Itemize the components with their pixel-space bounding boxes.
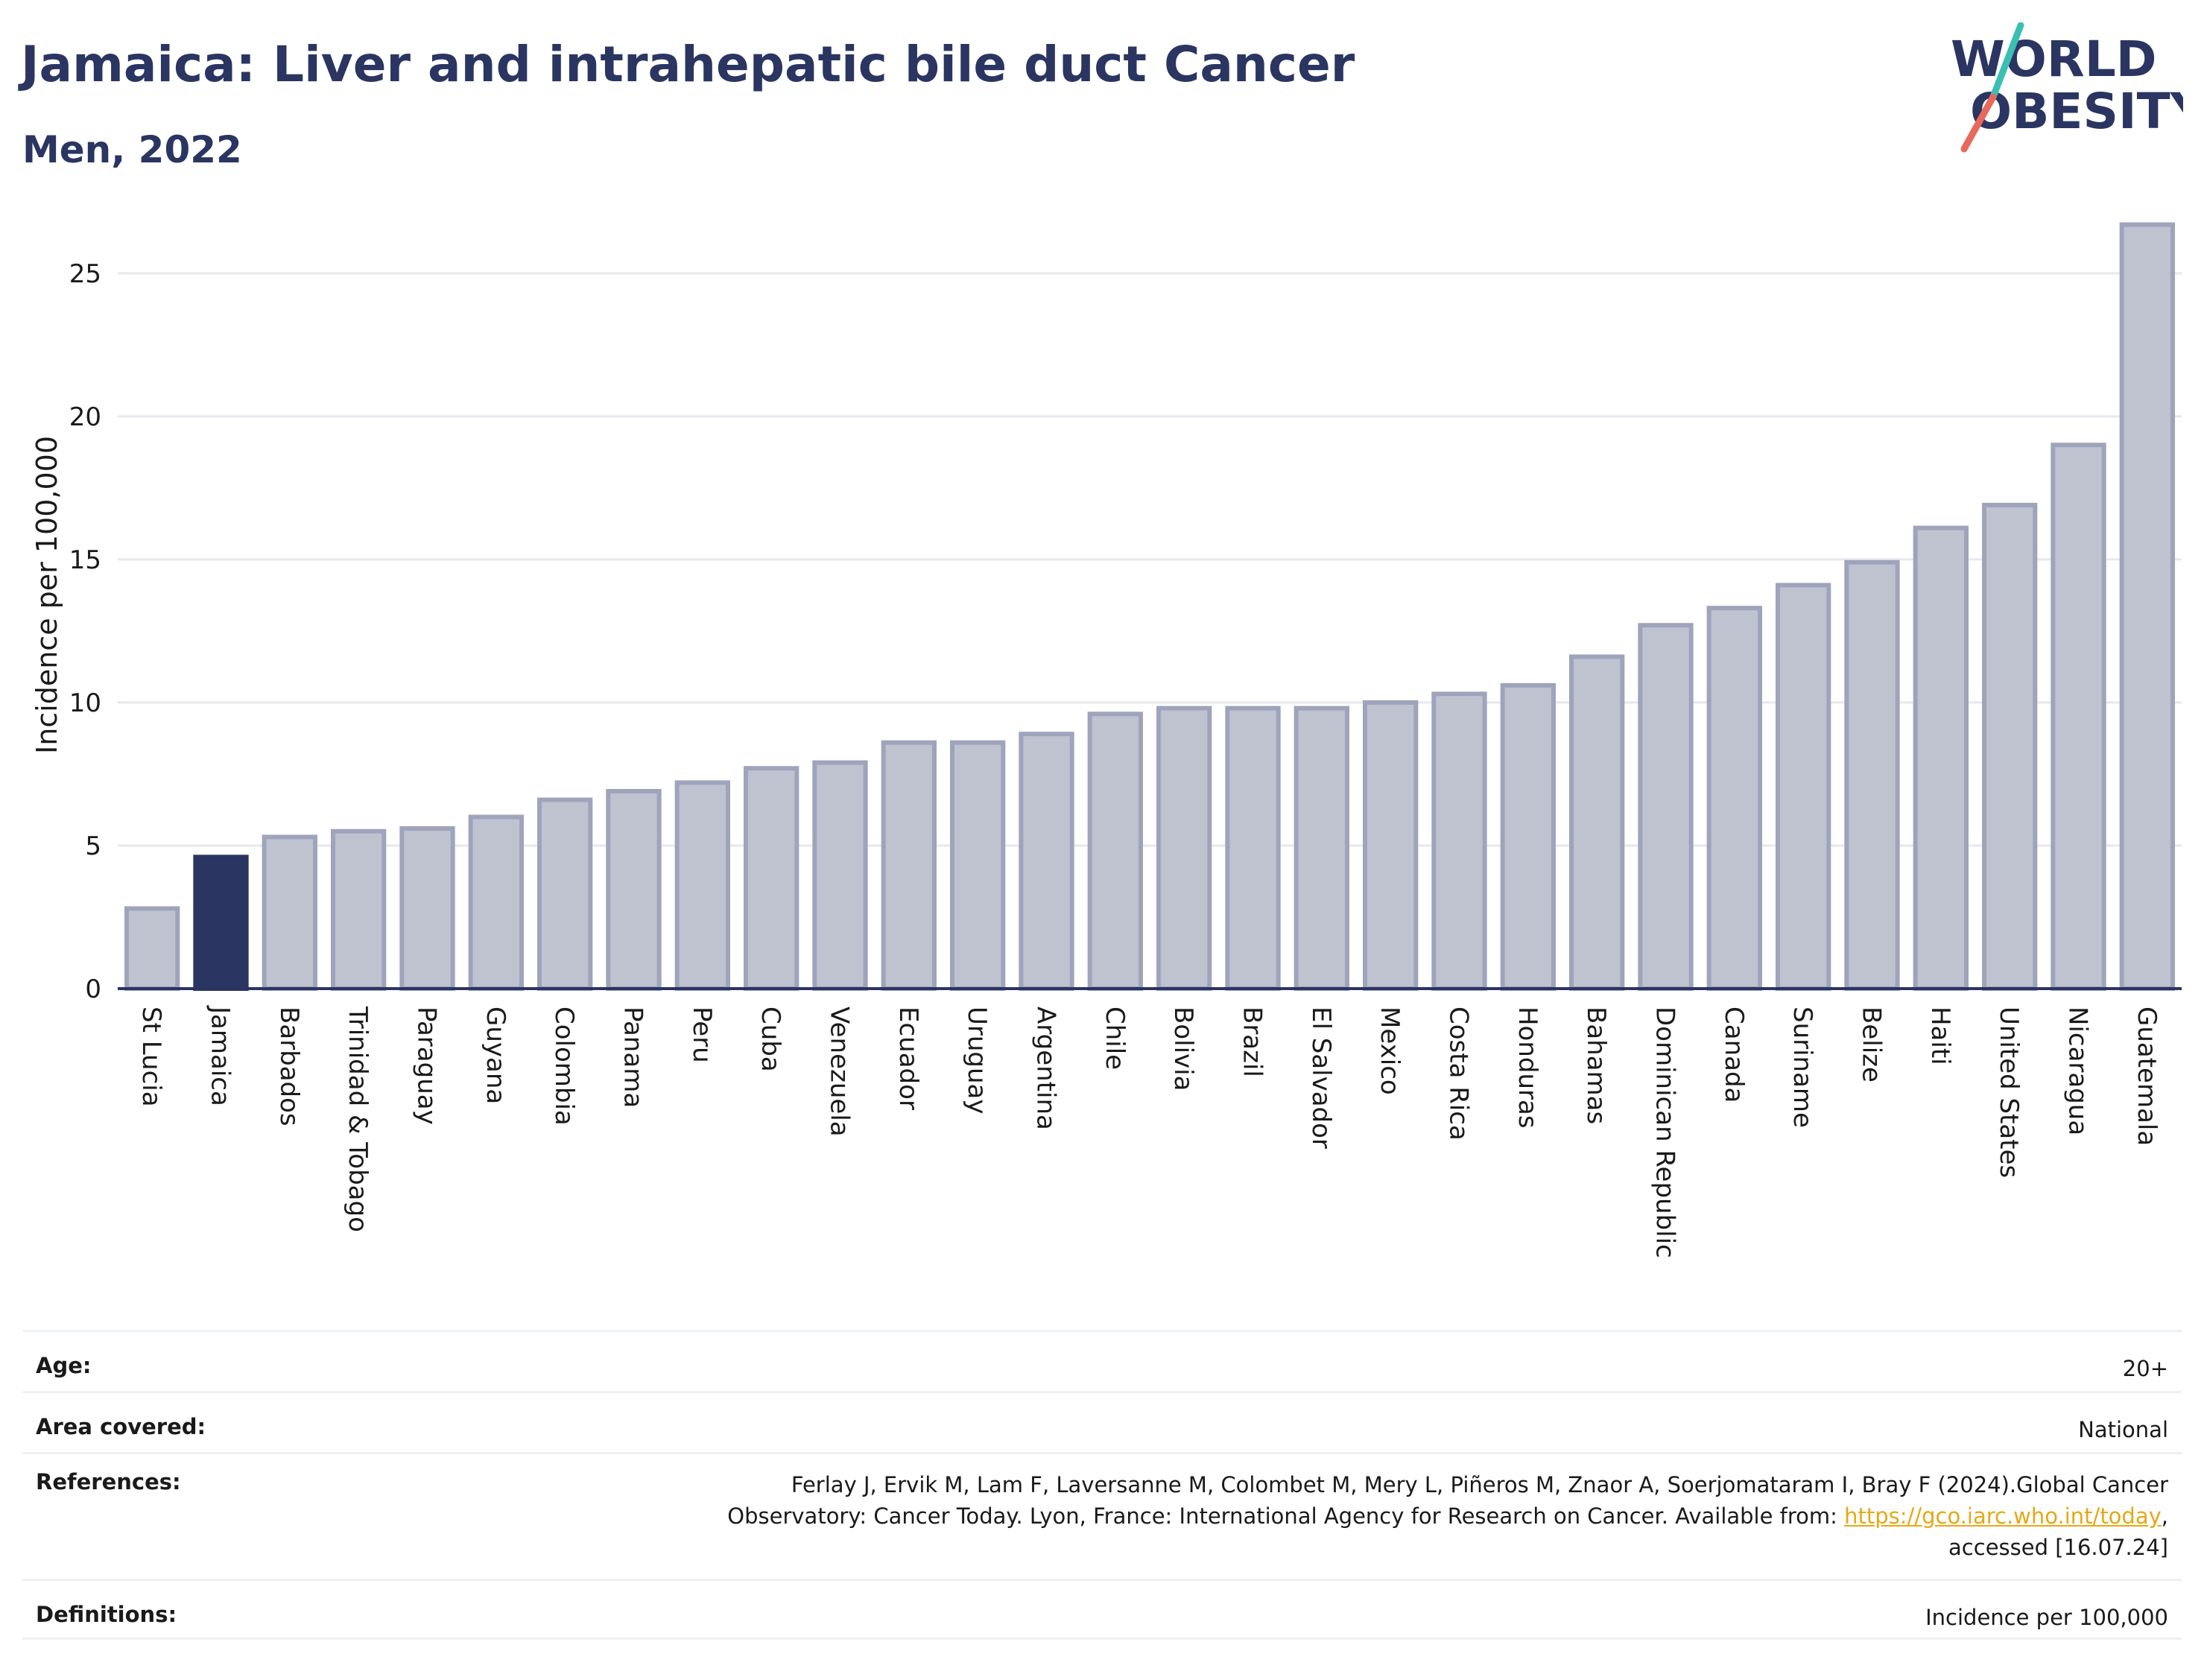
bar-nicaragua[interactable] xyxy=(2051,443,2106,991)
y-tick-label: 25 xyxy=(69,259,101,289)
area-label: Area covered: xyxy=(36,1414,206,1439)
bar-chile[interactable] xyxy=(1087,711,1143,991)
info-row-age: Age: 20+ xyxy=(22,1330,2182,1391)
x-tick-label: Suriname xyxy=(1787,1007,1817,1128)
bar-dominican-republic[interactable] xyxy=(1638,623,1694,992)
y-tick-label: 0 xyxy=(85,974,101,1004)
references-line-1: Ferlay J, Ervik M, Lam F, Laversanne M, … xyxy=(791,1472,2168,1497)
x-tick-label: Colombia xyxy=(549,1007,579,1126)
x-tick-label: Peru xyxy=(687,1007,717,1063)
y-axis-title: Incidence per 100,000 xyxy=(31,436,63,754)
bar-jamaica[interactable] xyxy=(193,855,249,991)
references-line-2-suffix: , xyxy=(2161,1503,2168,1529)
x-tick-label: Chile xyxy=(1100,1007,1130,1070)
bar-uruguay[interactable] xyxy=(950,740,1006,991)
x-tick-label: Nicaragua xyxy=(2063,1007,2093,1135)
references-label: References: xyxy=(36,1469,181,1494)
x-tick-label: Cuba xyxy=(756,1007,785,1072)
info-table: Age: 20+ Area covered: National Referenc… xyxy=(22,1330,2182,1640)
references-value: Ferlay J, Ervik M, Lam F, Laversanne M, … xyxy=(727,1469,2168,1563)
tick-labels: 0 5 10 15 20 25 St Lucia Jamaica Barbados Trinida… xyxy=(31,259,2162,1258)
bar-st-lucia[interactable] xyxy=(124,906,180,991)
x-tick-label: Honduras xyxy=(1513,1007,1542,1129)
x-tick-label: Canada xyxy=(1719,1007,1749,1103)
x-tick-label: United States xyxy=(1994,1007,2024,1178)
x-tick-label: Barbados xyxy=(274,1007,304,1126)
x-tick-label: Haiti xyxy=(1925,1007,1955,1065)
x-tick-label: Guatemala xyxy=(2132,1007,2162,1146)
references-line-2: Observatory: Cancer Today. Lyon, France:… xyxy=(727,1500,2168,1532)
bar-bolivia[interactable] xyxy=(1156,706,1212,991)
info-row-area: Area covered: National xyxy=(22,1391,2182,1452)
bar-peru[interactable] xyxy=(674,780,730,991)
x-tick-label: Bolivia xyxy=(1168,1007,1198,1091)
bar-panama[interactable] xyxy=(606,788,662,991)
y-tick-label: 15 xyxy=(69,545,101,575)
x-tick-label: Bahamas xyxy=(1581,1007,1611,1124)
bar-argentina[interactable] xyxy=(1019,732,1074,991)
bar-guatemala[interactable] xyxy=(2119,222,2175,991)
age-value: 20+ xyxy=(2122,1356,2168,1381)
x-tick-label: Mexico xyxy=(1375,1007,1405,1095)
bar-united-states[interactable] xyxy=(1982,502,2038,991)
y-tick-label: 10 xyxy=(69,688,101,718)
references-line-2-prefix: Observatory: Cancer Today. Lyon, France:… xyxy=(727,1503,1845,1529)
x-tick-label: Paraguay xyxy=(412,1007,442,1125)
bar-trinidad-tobago[interactable] xyxy=(331,828,387,992)
definitions-label: Definitions: xyxy=(36,1602,177,1627)
logo-accent-teal xyxy=(1989,22,2024,101)
y-tick-label: 5 xyxy=(85,831,101,861)
x-tick-label: Guyana xyxy=(481,1007,510,1104)
x-tick-label: Uruguay xyxy=(962,1007,992,1115)
x-tick-label: Trinidad & Tobago xyxy=(343,1006,373,1232)
bar-brazil[interactable] xyxy=(1225,706,1281,991)
bar-venezuela[interactable] xyxy=(812,760,868,991)
x-tick-label: Ecuador xyxy=(893,1007,923,1110)
bar-suriname[interactable] xyxy=(1776,583,1831,991)
x-tick-label: Costa Rica xyxy=(1444,1007,1474,1141)
bar-colombia[interactable] xyxy=(537,797,593,991)
gridlines xyxy=(118,272,2182,847)
bar-honduras[interactable] xyxy=(1500,682,1556,991)
info-row-references: References: Ferlay J, Ervik M, Lam F, La… xyxy=(22,1452,2182,1579)
x-tick-label: Panama xyxy=(618,1007,648,1108)
bar-el-salvador[interactable] xyxy=(1293,706,1349,991)
y-tick-label: 20 xyxy=(69,402,101,432)
info-row-definitions: Definitions: Incidence per 100,000 xyxy=(22,1579,2182,1640)
bar-canada[interactable] xyxy=(1706,606,1762,991)
age-label: Age: xyxy=(36,1353,92,1378)
references-link[interactable]: https://gco.iarc.who.int/today xyxy=(1844,1503,2162,1529)
x-tick-label: Dominican Republic xyxy=(1650,1007,1680,1258)
x-tick-label: St Lucia xyxy=(136,1007,166,1107)
references-line-3: accessed [16.07.24] xyxy=(1948,1535,2168,1560)
x-tick-label: Brazil xyxy=(1238,1007,1267,1077)
logo-line-obesity: OBESITY xyxy=(1970,83,2183,140)
area-value: National xyxy=(2078,1417,2168,1442)
x-tick-label: Jamaica xyxy=(206,1005,235,1106)
bar-haiti[interactable] xyxy=(1913,525,1969,991)
bar-cuba[interactable] xyxy=(744,766,799,991)
chart-subtitle: Men, 2022 xyxy=(22,128,242,171)
logo-line-world: WORLD xyxy=(1951,31,2157,88)
x-tick-label: Venezuela xyxy=(825,1007,855,1137)
x-tick-label: Belize xyxy=(1857,1007,1887,1083)
bar-belize[interactable] xyxy=(1844,560,1900,991)
bar-ecuador[interactable] xyxy=(881,740,937,991)
chart-title: Jamaica: Liver and intrahepatic bile duc… xyxy=(21,36,1355,93)
x-tick-label: Argentina xyxy=(1031,1007,1061,1130)
bar-chart: 0 5 10 15 20 25 St Lucia Jamaica Barbados Trinida… xyxy=(31,222,2182,1258)
bar-bahamas[interactable] xyxy=(1569,654,1625,991)
bar-guyana[interactable] xyxy=(468,814,524,991)
x-tick-label: El Salvador xyxy=(1306,1007,1336,1149)
definitions-value: Incidence per 100,000 xyxy=(1925,1605,2168,1630)
world-obesity-logo: WORLD OBESITY xyxy=(1951,22,2183,153)
bar-barbados[interactable] xyxy=(262,834,317,992)
logo-accent-coral xyxy=(1960,93,1997,153)
bar-paraguay[interactable] xyxy=(399,825,455,992)
bar-costa-rica[interactable] xyxy=(1431,691,1487,991)
bar-mexico[interactable] xyxy=(1363,700,1419,991)
bars xyxy=(124,222,2175,992)
